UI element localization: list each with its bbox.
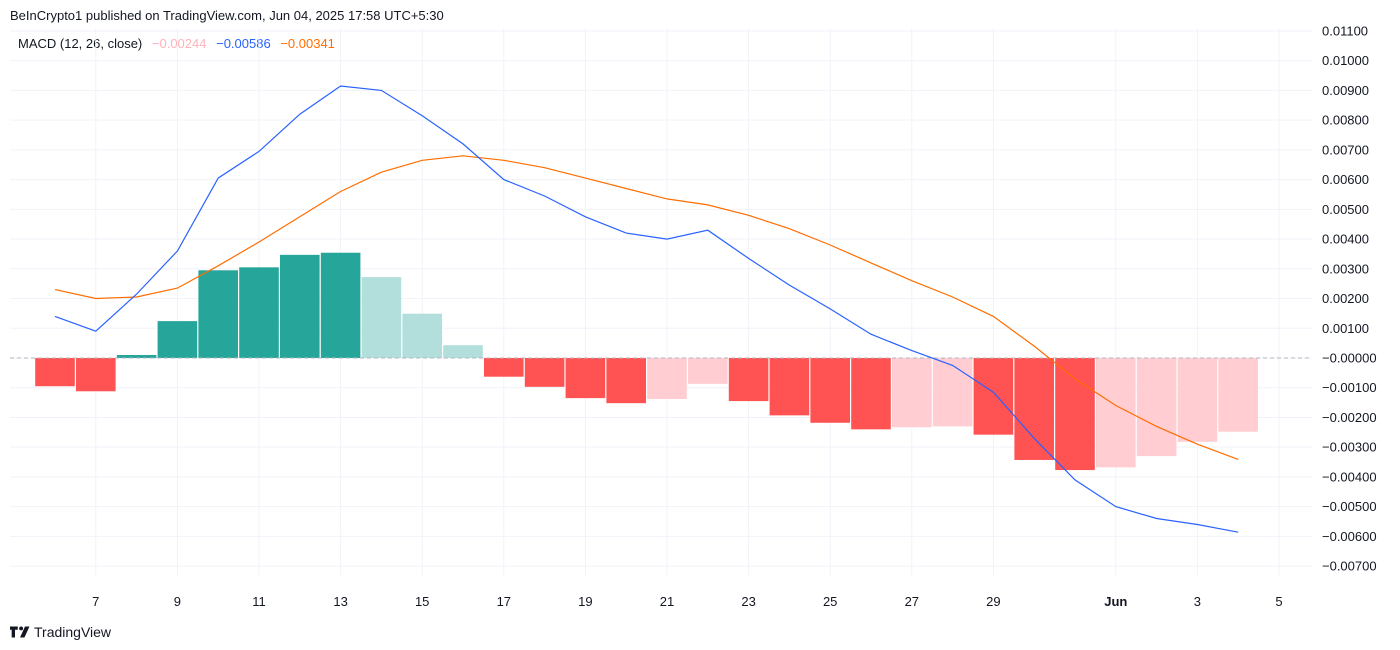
histogram-bar <box>728 357 769 402</box>
y-tick-label: 0.00600 <box>1322 172 1369 187</box>
x-tick-label: 21 <box>660 594 674 609</box>
histogram-bar <box>1177 357 1218 442</box>
x-tick-label: 9 <box>174 594 181 609</box>
histogram-bar <box>239 267 279 358</box>
x-tick-label: 3 <box>1194 594 1201 609</box>
y-tick-label: −0.00700 <box>1322 559 1377 574</box>
tradingview-logo-icon <box>10 626 30 638</box>
y-tick-label: 0.00900 <box>1322 83 1369 98</box>
y-tick-label: 0.00800 <box>1322 113 1369 128</box>
y-tick-label: −0.00500 <box>1322 499 1377 514</box>
histogram-bar <box>932 357 973 427</box>
signal-line <box>54 155 1239 460</box>
x-axis[interactable]: 7 9 11 13 15 17 19 21 23 25 27 29 Jun 3 5 <box>92 594 1282 609</box>
histogram-bar <box>524 357 565 387</box>
y-tick-label: −0.00200 <box>1322 410 1377 425</box>
y-axis[interactable]: 0.01100 0.01000 0.00900 0.00800 0.00700 0.006… <box>1322 23 1377 573</box>
x-tick-label: 7 <box>92 594 99 609</box>
y-tick-label: 0.00500 <box>1322 202 1369 217</box>
histogram-bar <box>647 357 687 400</box>
legend-histogram-value: −0.00244 <box>151 36 207 51</box>
histogram-bar <box>443 345 483 358</box>
histogram-bar <box>198 270 238 358</box>
histogram-bar <box>1014 357 1054 460</box>
histogram-bar <box>484 357 524 377</box>
y-tick-label: 0.00200 <box>1322 291 1369 306</box>
histogram-bar <box>116 355 157 358</box>
histogram-bar <box>688 357 728 384</box>
histogram-bar <box>280 254 320 358</box>
indicator-legend[interactable]: MACD (12, 26, close) −0.00244 −0.00586 −… <box>18 36 341 51</box>
x-tick-label: 5 <box>1275 594 1282 609</box>
y-tick-label: 0.00700 <box>1322 142 1369 157</box>
histogram-bar <box>810 357 850 423</box>
x-tick-label: Jun <box>1104 594 1127 609</box>
legend-name: MACD (12, 26, close) <box>18 36 143 51</box>
x-tick-label: 29 <box>986 594 1000 609</box>
y-tick-label: −0.00100 <box>1322 380 1377 395</box>
y-tick-label: −0.00400 <box>1322 469 1377 484</box>
y-tick-label: −0.00600 <box>1322 529 1377 544</box>
histogram-bar <box>851 357 891 430</box>
legend-signal-value: −0.00341 <box>280 36 335 51</box>
x-tick-label: 17 <box>497 594 511 609</box>
y-tick-label: 0.00100 <box>1322 321 1369 336</box>
histogram-bar <box>769 357 810 416</box>
legend-macd-value: −0.00586 <box>216 36 271 51</box>
histogram-bars <box>35 252 1258 471</box>
histogram-bar <box>606 357 646 404</box>
y-tick-label: 0.00400 <box>1322 232 1369 247</box>
publisher-caption: BeInCrypto1 published on TradingView.com… <box>10 8 444 23</box>
histogram-bar <box>892 357 932 428</box>
macd-line <box>54 85 1239 533</box>
y-tick-label: 0.01100 <box>1322 23 1368 38</box>
histogram-bar <box>402 313 442 358</box>
x-tick-label: 13 <box>333 594 347 609</box>
x-tick-label: 19 <box>578 594 592 609</box>
histogram-bar <box>320 252 361 358</box>
brand-label: TradingView <box>34 624 112 640</box>
histogram-bar <box>1055 357 1095 471</box>
x-tick-label: 25 <box>823 594 837 609</box>
histogram-bar <box>361 277 402 358</box>
x-tick-label: 23 <box>741 594 755 609</box>
histogram-bar <box>1218 357 1258 432</box>
tradingview-brand[interactable]: TradingView <box>10 624 111 640</box>
x-tick-label: 27 <box>905 594 919 609</box>
histogram-bar <box>973 357 1014 435</box>
histogram-bar <box>1136 357 1177 457</box>
histogram-bar <box>565 357 606 399</box>
x-tick-label: 11 <box>252 594 266 609</box>
y-tick-label: 0.00300 <box>1322 261 1369 276</box>
histogram-bar <box>76 357 116 392</box>
histogram-bar <box>157 321 198 358</box>
y-tick-label: −0.00000 <box>1322 350 1377 365</box>
x-tick-label: 15 <box>415 594 429 609</box>
y-tick-label: 0.01000 <box>1322 53 1369 68</box>
y-tick-label: −0.00300 <box>1322 440 1377 455</box>
histogram-bar <box>35 357 75 387</box>
